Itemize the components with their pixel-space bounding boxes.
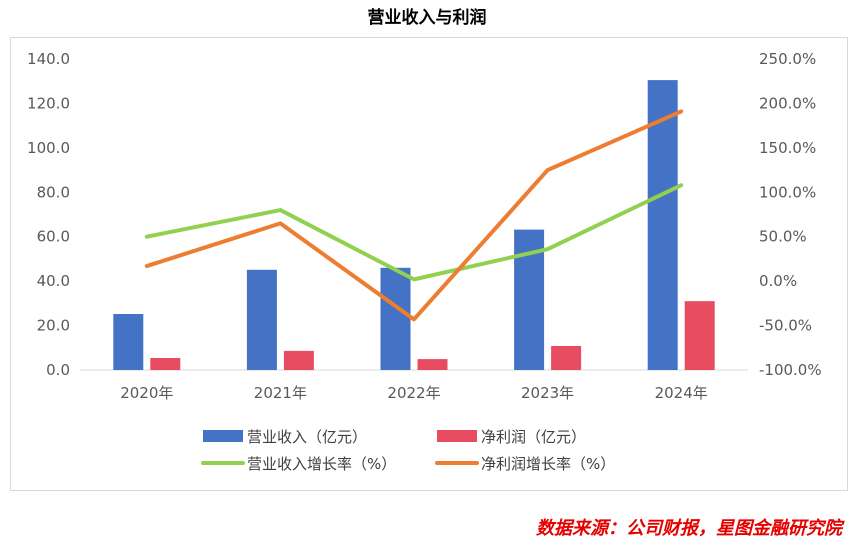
legend-label: 营业收入增长率（%） xyxy=(247,455,396,473)
bar-revenue xyxy=(246,269,277,370)
legend-label: 净利润增长率（%） xyxy=(481,455,615,473)
bar-revenue xyxy=(647,80,678,370)
y-right-tick-label: 50.0% xyxy=(759,228,807,246)
x-tick-label: 2022年 xyxy=(387,384,440,402)
y-right-tick-label: -50.0% xyxy=(759,317,812,335)
legend-swatch xyxy=(437,430,477,442)
legend-label: 营业收入（亿元） xyxy=(247,428,367,446)
y-right-tick-label: 100.0% xyxy=(759,183,816,201)
chart-frame xyxy=(10,37,848,491)
y-left-tick-label: 40.0 xyxy=(37,272,70,290)
bar-net-profit xyxy=(417,359,448,370)
x-tick-label: 2020年 xyxy=(120,384,173,402)
y-left-tick-label: 0.0 xyxy=(46,361,70,379)
y-left-tick-label: 120.0 xyxy=(27,94,70,112)
bar-revenue xyxy=(380,267,411,370)
y-left-tick-label: 80.0 xyxy=(37,183,70,201)
y-right-tick-label: 150.0% xyxy=(759,139,816,157)
bar-net-profit xyxy=(283,350,314,370)
y-left-tick-label: 60.0 xyxy=(37,228,70,246)
x-tick-label: 2023年 xyxy=(521,384,574,402)
y-right-tick-label: 0.0% xyxy=(759,272,797,290)
y-right-tick-label: 200.0% xyxy=(759,94,816,112)
legend-swatch xyxy=(203,430,243,442)
x-tick-label: 2024年 xyxy=(655,384,708,402)
chart-title: 营业收入与利润 xyxy=(367,8,487,28)
legend-label: 净利润（亿元） xyxy=(481,428,586,446)
y-left-tick-label: 20.0 xyxy=(37,317,70,335)
bar-net-profit xyxy=(150,358,181,370)
bar-net-profit xyxy=(684,301,715,370)
y-left-tick-label: 140.0 xyxy=(27,50,70,68)
line-net-profit-growth xyxy=(144,109,684,322)
y-right-tick-label: 250.0% xyxy=(759,50,816,68)
bar-revenue xyxy=(113,314,144,370)
y-left-tick-label: 100.0 xyxy=(27,139,70,157)
y-right-tick-label: -100.0% xyxy=(759,361,822,379)
source-note: 数据来源：公司财报，星图金融研究院 xyxy=(536,518,842,539)
x-tick-label: 2021年 xyxy=(254,384,307,402)
bar-net-profit xyxy=(551,346,582,370)
line-revenue-growth xyxy=(144,183,684,282)
